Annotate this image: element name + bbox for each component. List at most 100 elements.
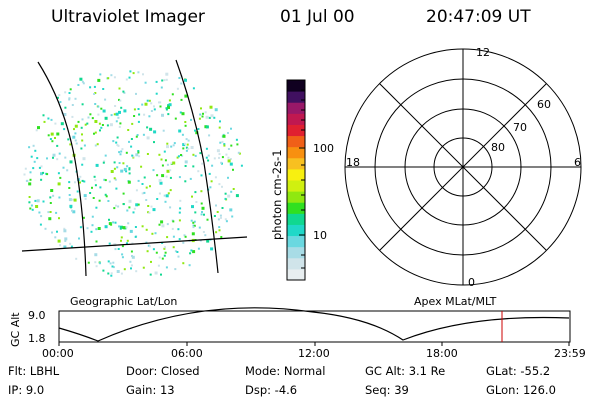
uv-pixel [154,271,158,275]
uv-pixel [32,144,35,147]
uv-pixel [192,153,195,156]
uv-pixel [183,234,186,237]
uv-pixel [138,113,141,116]
uv-pixel [125,151,128,154]
uv-pixel [117,144,120,147]
uv-pixel [130,267,132,270]
uv-pixel [35,129,38,132]
mlt-label-6: 6 [574,156,581,169]
uv-pixel [83,180,86,183]
uv-pixel [227,176,229,179]
uv-pixel [119,225,123,229]
uv-pixel [137,108,140,110]
uv-pixel [198,226,201,229]
uv-pixel [109,262,112,265]
uv-pixel [132,156,135,159]
uv-pixel [205,125,209,129]
uv-pixel [197,128,200,130]
uv-pixel [221,156,224,159]
uv-pixel [167,113,170,116]
uv-pixel [161,164,164,167]
uv-pixel [37,126,40,130]
uv-pixel [181,154,184,157]
colorbar-swatch [287,257,305,270]
uv-pixel [58,94,61,97]
uv-pixel [118,162,121,164]
uv-pixel [218,226,221,229]
uv-pixel [165,194,169,198]
uv-pixel [200,107,202,110]
uv-pixel [138,155,141,158]
uv-pixel [205,156,208,159]
uv-pixel [108,222,112,226]
uv-pixel [172,246,175,249]
uv-pixel [70,245,73,248]
colorbar-tick-100: 100 [313,142,334,155]
uv-pixel [137,151,140,154]
uv-pixel [135,189,138,192]
uv-pixel [58,152,61,155]
uv-pixel [148,115,151,118]
uv-pixel [80,126,83,129]
uv-pixel [131,255,135,259]
uv-pixel [100,107,103,110]
uv-pixel [129,229,133,233]
uv-pixel [120,106,123,109]
uv-pixel [55,211,58,214]
uv-pixel [173,142,176,145]
uv-pixel [179,111,182,114]
uv-pixel [204,234,207,237]
uv-pixel [199,113,202,116]
uv-pixel [164,246,166,249]
uv-pixel [68,194,71,196]
uv-pixel [50,189,54,192]
uv-pixel [95,240,98,243]
uv-pixel [199,239,202,242]
uv-pixel [69,143,72,146]
uv-pixel [143,176,146,179]
uv-pixel [238,152,241,155]
uv-pixel [114,248,117,251]
uv-pixel [214,108,218,112]
uv-pixel [158,153,161,156]
uv-pixel [44,227,47,230]
uv-pixel [232,168,234,171]
uv-pixel [110,114,113,117]
uv-pixel [224,192,227,195]
colorbar-swatch [287,202,305,214]
uv-pixel [142,73,144,76]
uv-pixel [149,127,153,131]
uv-pixel [90,230,93,233]
uv-pixel [161,79,164,82]
uv-pixel [191,195,193,198]
uv-pixel [104,116,108,120]
uv-pixel [74,132,77,135]
uv-pixel [107,272,110,275]
uv-pixel [190,118,192,121]
uv-pixel [160,220,164,224]
uv-pixel [87,261,90,264]
uv-pixel [210,114,214,118]
uv-pixel [167,192,170,195]
uv-pixel [216,149,220,153]
uv-pixel [220,161,223,164]
altitude-min-label: 1.8 [28,332,46,345]
uv-pixel [40,215,43,218]
uv-pixel [116,136,119,139]
uv-pixel [123,109,127,113]
uv-pixel [126,239,129,242]
uv-pixel [156,198,159,200]
uv-pixel [160,158,163,161]
uv-pixel [145,186,148,189]
uv-pixel [128,172,131,175]
uv-pixel [54,236,57,239]
uv-pixel [201,206,205,210]
uv-pixel [182,143,186,147]
uv-pixel [82,157,86,161]
uv-pixel [81,163,84,166]
uv-pixel [132,211,135,214]
uv-pixel [213,116,216,119]
uv-pixel [77,120,80,123]
uv-pixel [26,179,29,182]
uv-pixel [190,249,193,252]
